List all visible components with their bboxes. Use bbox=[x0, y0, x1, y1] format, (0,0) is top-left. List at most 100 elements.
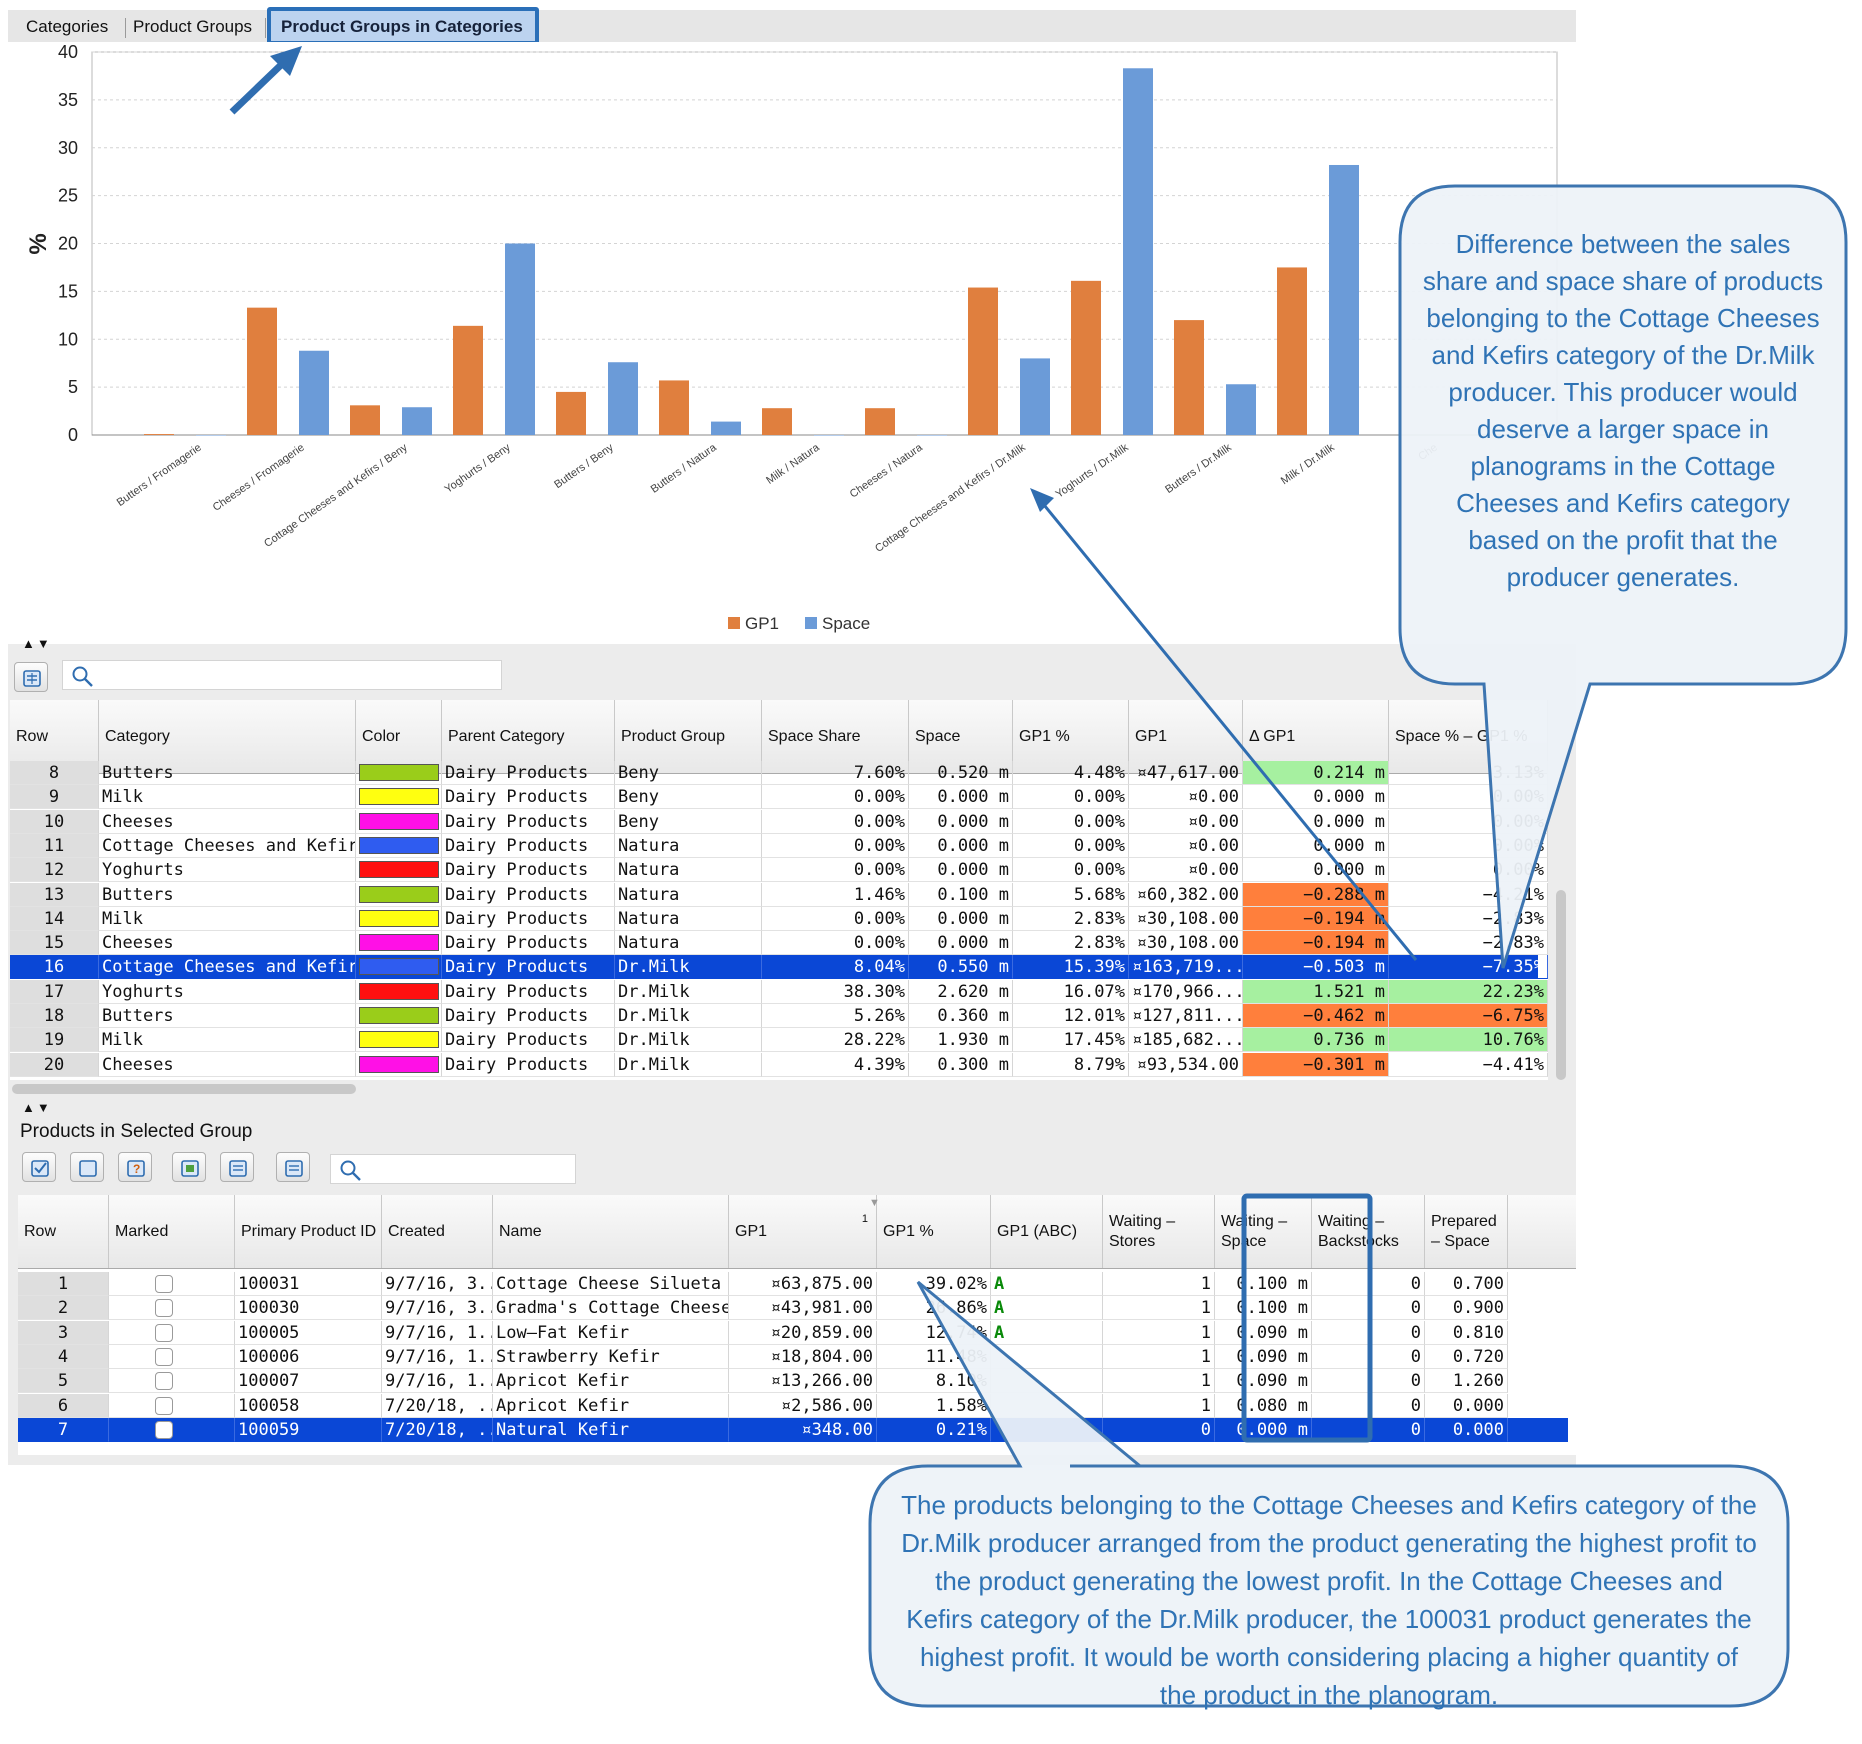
report-button[interactable] bbox=[276, 1152, 310, 1182]
table-cell: 100006 bbox=[235, 1344, 382, 1369]
table-cell: 0.360 m bbox=[909, 1004, 1013, 1028]
table-cell: Dr.Milk bbox=[615, 1028, 762, 1053]
tab-product-groups[interactable]: Product Groups bbox=[133, 17, 253, 36]
marked-checkbox[interactable] bbox=[155, 1372, 173, 1391]
table-cell: 0.000 m bbox=[909, 833, 1013, 858]
table-cell: 0.000 m bbox=[909, 858, 1013, 883]
table-row[interactable]: 19 Milk Dairy Products Dr.Milk 28.22% 1.930 m… bbox=[10, 1028, 1548, 1053]
row-number: 17 bbox=[10, 979, 99, 1004]
table-cell: 0.00% bbox=[762, 858, 909, 883]
bar-gp1 bbox=[247, 307, 277, 435]
table-row[interactable]: 14 Milk Dairy Products Natura 0.00% 0.000 m 2.… bbox=[10, 906, 1548, 931]
table-cell: 8.10% bbox=[877, 1369, 991, 1394]
color-swatch bbox=[359, 788, 439, 806]
table-cell bbox=[991, 1344, 1103, 1369]
split-toggle[interactable]: ▲▼ bbox=[22, 636, 52, 651]
table-cell: ¤20,859.00 bbox=[729, 1320, 877, 1345]
groups-col-header[interactable]: Product Group bbox=[615, 700, 762, 773]
products-search-input[interactable] bbox=[330, 1154, 576, 1184]
top-callout-text: Difference between the sales share and s… bbox=[1422, 229, 1824, 592]
table-row[interactable]: 16 Cottage Cheeses and Kefirs Dairy Produc… bbox=[10, 955, 1548, 980]
groups-col-header[interactable]: Space bbox=[909, 700, 1013, 773]
export-button[interactable] bbox=[172, 1152, 206, 1182]
table-cell: 4.48% bbox=[1013, 761, 1129, 785]
products-col-header[interactable]: GP1 (ABC) bbox=[991, 1195, 1103, 1268]
table-row[interactable]: 8 Butters Dairy Products Beny 7.60% 0.520 m 4.… bbox=[10, 761, 1548, 785]
table-cell: 8.04% bbox=[762, 955, 909, 980]
table-cell: Low–Fat Kefir bbox=[493, 1320, 729, 1345]
table-cell bbox=[991, 1417, 1103, 1442]
table-cell: 7.60% bbox=[762, 761, 909, 785]
groups-h-scrollbar[interactable] bbox=[12, 1084, 356, 1094]
products-col-header[interactable]: Row bbox=[18, 1195, 109, 1268]
marked-checkbox[interactable] bbox=[155, 1420, 173, 1439]
marked-checkbox[interactable] bbox=[155, 1396, 173, 1415]
products-col-header[interactable]: Waiting – Backstocks bbox=[1312, 1195, 1425, 1268]
products-col-header[interactable]: Waiting – Space bbox=[1215, 1195, 1312, 1268]
groups-col-header[interactable]: Color bbox=[356, 700, 442, 773]
table-cell: −0.194 m bbox=[1243, 931, 1389, 956]
groups-col-header[interactable]: Row bbox=[10, 700, 99, 773]
products-col-header[interactable]: Created bbox=[382, 1195, 493, 1268]
groups-search-input[interactable] bbox=[62, 660, 502, 690]
table-row[interactable]: 15 Cheeses Dairy Products Natura 0.00% 0.000 … bbox=[10, 931, 1548, 956]
row-number: 6 bbox=[18, 1393, 109, 1418]
split-toggle-lower[interactable]: ▲▼ bbox=[22, 1100, 52, 1115]
color-swatch bbox=[359, 836, 439, 854]
table-row[interactable]: 13 Butters Dairy Products Natura 1.46% 0.100 … bbox=[10, 882, 1548, 907]
table-cell: Dr.Milk bbox=[615, 979, 762, 1004]
report-button[interactable] bbox=[14, 662, 48, 692]
row-number: 18 bbox=[10, 1004, 99, 1028]
color-swatch bbox=[359, 982, 439, 1000]
tab-categories[interactable]: Categories bbox=[26, 17, 109, 36]
table-row[interactable]: 12 Yoghurts Dairy Products Natura 0.00% 0.000… bbox=[10, 858, 1548, 883]
table-cell: 5.68% bbox=[1013, 882, 1129, 907]
groups-col-header[interactable]: Parent Category bbox=[442, 700, 615, 773]
products-col-header[interactable]: Marked bbox=[109, 1195, 235, 1268]
table-row[interactable]: 18 Butters Dairy Products Dr.Milk 5.26% 0.360… bbox=[10, 1004, 1548, 1028]
marked-checkbox[interactable] bbox=[155, 1299, 173, 1318]
groups-v-scrollbar[interactable] bbox=[1556, 890, 1566, 1080]
bar-gp1 bbox=[968, 287, 998, 435]
products-col-header[interactable]: Prepared – Space bbox=[1425, 1195, 1508, 1268]
copy-button[interactable] bbox=[220, 1152, 254, 1182]
table-cell bbox=[109, 1369, 235, 1394]
products-col-header[interactable]: Name bbox=[493, 1195, 729, 1268]
search-icon bbox=[340, 1160, 361, 1181]
products-col-header[interactable]: Primary Product ID bbox=[235, 1195, 382, 1268]
groups-col-header[interactable]: Category bbox=[99, 700, 356, 773]
table-row[interactable]: 17 Yoghurts Dairy Products Dr.Milk 38.30% 2.6… bbox=[10, 979, 1548, 1004]
table-row[interactable]: 9 Milk Dairy Products Beny 0.00% 0.000 m 0.00%… bbox=[10, 785, 1548, 810]
table-cell: 0.090 m bbox=[1215, 1320, 1312, 1345]
marked-checkbox[interactable] bbox=[155, 1347, 173, 1366]
marked-checkbox[interactable] bbox=[155, 1275, 173, 1293]
bar-space bbox=[299, 350, 329, 435]
products-col-header[interactable]: GP1 1 ▼ bbox=[729, 1195, 880, 1268]
table-row[interactable]: 20 Cheeses Dairy Products Dr.Milk 4.39% 0.300… bbox=[10, 1052, 1548, 1077]
table-cell: 0.080 m bbox=[1215, 1393, 1312, 1418]
question-button[interactable]: ? bbox=[118, 1152, 152, 1182]
bar-gp1 bbox=[762, 408, 792, 435]
table-cell: ¤348.00 bbox=[729, 1417, 877, 1442]
check-all-button[interactable] bbox=[22, 1152, 56, 1182]
uncheck-all-button[interactable] bbox=[70, 1152, 104, 1182]
table-row[interactable]: 11 Cottage Cheeses and Kefirs Dairy Produc… bbox=[10, 833, 1548, 858]
products-col-header[interactable]: GP1 % bbox=[877, 1195, 991, 1268]
marked-checkbox[interactable] bbox=[155, 1323, 173, 1342]
table-cell: 9/7/16, 3... bbox=[382, 1272, 493, 1296]
bar-gp1 bbox=[659, 380, 689, 435]
table-cell: 38.30% bbox=[762, 979, 909, 1004]
table-cell: ¤63,875.00 bbox=[729, 1272, 877, 1296]
products-col-header[interactable]: Waiting – Stores bbox=[1103, 1195, 1215, 1268]
bar-space bbox=[1123, 68, 1153, 435]
groups-col-header[interactable]: Space Share bbox=[762, 700, 909, 773]
table-cell: 0.000 m bbox=[909, 809, 1013, 834]
